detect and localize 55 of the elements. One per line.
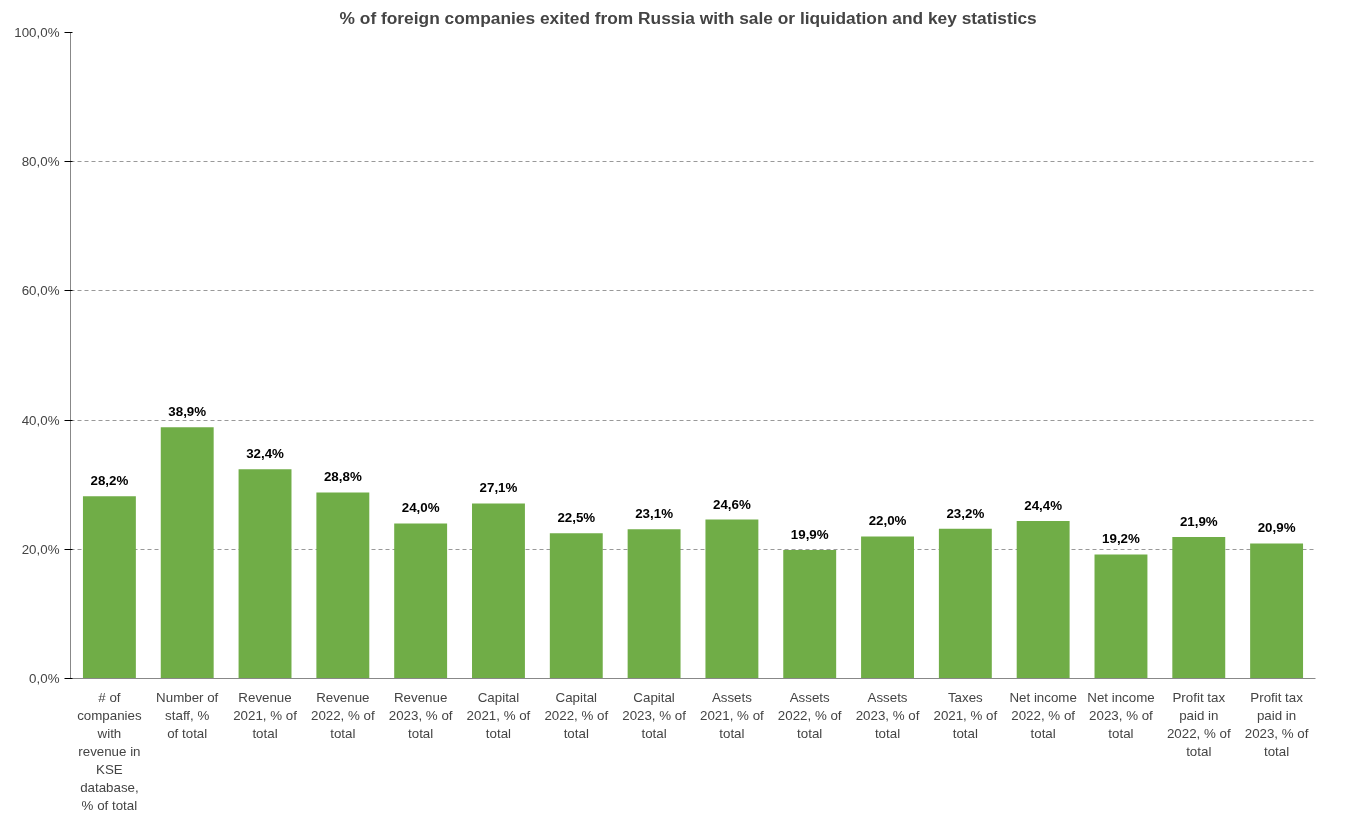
y-tick-label: 80,0% <box>21 154 60 170</box>
x-tick-label: Assets 2022, % of total <box>777 689 842 741</box>
x-tick-label: Assets 2021, % of total <box>700 689 765 741</box>
data-label: 22,5% <box>557 510 596 526</box>
x-tick-label: # of companies with revenue in KSE database, % of total <box>77 689 142 813</box>
bar <box>238 469 292 679</box>
data-label: 24,0% <box>401 500 440 516</box>
bar <box>1094 554 1148 679</box>
data-label: 22,0% <box>868 513 907 529</box>
y-tick-label: 60,0% <box>21 283 60 299</box>
x-tick-label: Net income 2023, % of total <box>1087 689 1155 741</box>
x-tick-label: Capital 2022, % of total <box>544 689 609 741</box>
bar <box>783 549 837 679</box>
data-label: 20,9% <box>1257 520 1296 536</box>
bar <box>394 523 448 679</box>
bar <box>1250 543 1304 679</box>
bar <box>1172 537 1226 679</box>
bar <box>1016 520 1070 679</box>
x-tick-label: Revenue 2021, % of total <box>233 689 298 741</box>
x-tick-label: Net income 2022, % of total <box>1009 689 1077 741</box>
bar <box>861 536 914 679</box>
x-tick-label: Revenue 2023, % of total <box>388 689 453 741</box>
y-tick-label: 40,0% <box>21 412 60 428</box>
x-tick-label: Capital 2021, % of total <box>466 689 531 741</box>
data-label: 38,9% <box>168 404 207 420</box>
bar <box>82 496 136 679</box>
data-label: 19,9% <box>790 526 829 542</box>
bar <box>627 529 681 679</box>
bar <box>549 533 603 679</box>
data-label: 32,4% <box>246 446 285 462</box>
y-tick-label: 0,0% <box>29 671 60 686</box>
bar <box>160 427 214 679</box>
y-tick-label: 20,0% <box>21 541 60 557</box>
chart-title: % of foreign companies exited from Russia with sale or liquidation and key statistics <box>339 7 1037 28</box>
data-label: 21,9% <box>1179 514 1218 530</box>
bar <box>472 503 525 679</box>
x-tick-label: Assets 2023, % of total <box>855 689 920 741</box>
x-tick-label: Number of staff, % of total <box>156 689 219 741</box>
x-tick-label: Profit tax paid in 2022, % of total <box>1166 689 1231 759</box>
data-label: 19,2% <box>1102 531 1141 547</box>
x-tick-label: Capital 2023, % of total <box>622 689 687 741</box>
data-label: 24,6% <box>713 496 751 512</box>
bar <box>705 519 759 679</box>
data-label: 28,2% <box>90 473 129 489</box>
x-tick-label: Profit tax paid in 2023, % of total <box>1244 689 1309 759</box>
y-tick-label: 100,0% <box>14 25 60 40</box>
data-label: 28,8% <box>323 469 362 485</box>
x-tick-label: Revenue 2022, % of total <box>310 689 375 741</box>
data-label: 23,2% <box>946 505 985 521</box>
data-label: 24,4% <box>1024 497 1063 513</box>
data-label: 27,1% <box>479 480 518 496</box>
data-label: 23,1% <box>635 506 674 522</box>
bar <box>938 528 992 679</box>
x-tick-label: Taxes 2021, % of total <box>933 689 998 741</box>
bar <box>316 492 370 679</box>
